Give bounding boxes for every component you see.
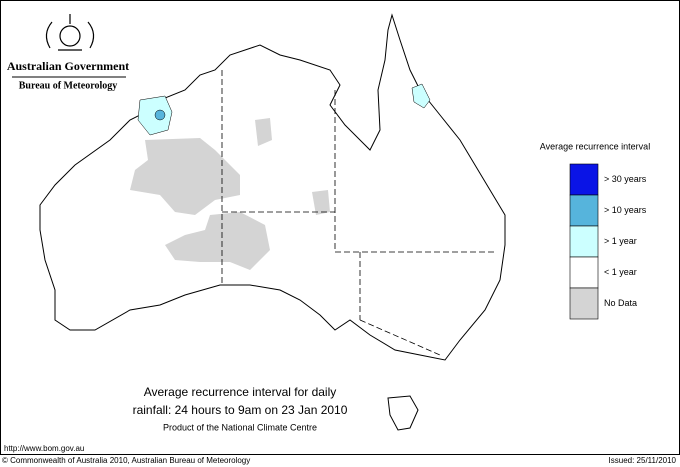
- footer-issued: Issued: 25/11/2010: [609, 456, 677, 465]
- crest: [45, 14, 95, 51]
- legend-swatch: [569, 256, 599, 289]
- legend-label: < 1 year: [604, 267, 637, 277]
- footer-copyright: © Commonwealth of Australia 2010, Austra…: [2, 456, 250, 465]
- legend-title: Average recurrence interval: [540, 141, 650, 151]
- no-data-areas: [130, 118, 330, 270]
- footer-url: http://www.bom.gov.au: [4, 444, 84, 453]
- legend-label: No Data: [604, 298, 637, 308]
- legend: > 30 years > 10 years > 1 year < 1 year No D…: [569, 163, 647, 320]
- legend-swatch: [569, 287, 599, 320]
- legend-label: > 1 year: [604, 236, 637, 246]
- tasmania: [387, 395, 419, 431]
- agency: Australian Government: [7, 59, 129, 73]
- caption-line: Average recurrence interval for daily: [144, 385, 337, 399]
- caption-line: rainfall: 24 hours to 9am on 23 Jan 2010: [133, 403, 348, 417]
- over-1-year-area-qld: [411, 83, 431, 109]
- state-borders: [221, 70, 495, 356]
- legend-swatch: [569, 163, 599, 196]
- mainland: [39, 13, 506, 361]
- caption-line: Product of the National Climate Centre: [163, 422, 317, 432]
- legend-label: > 10 years: [604, 205, 647, 215]
- legend-swatch: [569, 225, 599, 258]
- legend-label: > 30 years: [604, 174, 647, 184]
- legend-swatch: [569, 194, 599, 227]
- over-10-years-area: [154, 109, 166, 121]
- bureau: Bureau of Meteorology: [19, 80, 118, 91]
- australia-map: [39, 13, 506, 431]
